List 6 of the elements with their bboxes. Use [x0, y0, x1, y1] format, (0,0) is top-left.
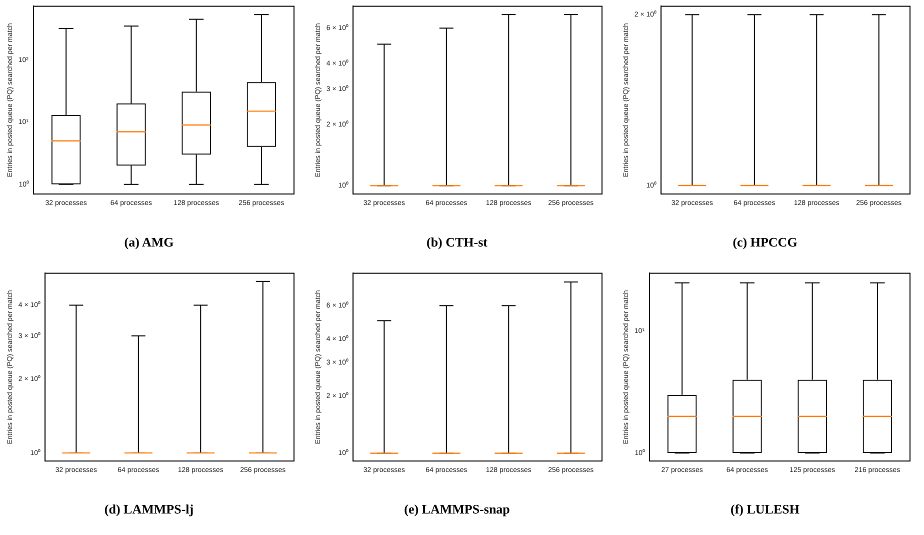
text: (a) AMG: [124, 234, 174, 250]
text: (d) LAMMPS-lj: [104, 502, 194, 517]
text: (c) HPCCG: [732, 234, 798, 250]
text: (e) LAMMPS-snap: [404, 502, 510, 517]
text: (f) LULESH: [730, 502, 800, 517]
text: (b) CTH-st: [426, 234, 488, 250]
